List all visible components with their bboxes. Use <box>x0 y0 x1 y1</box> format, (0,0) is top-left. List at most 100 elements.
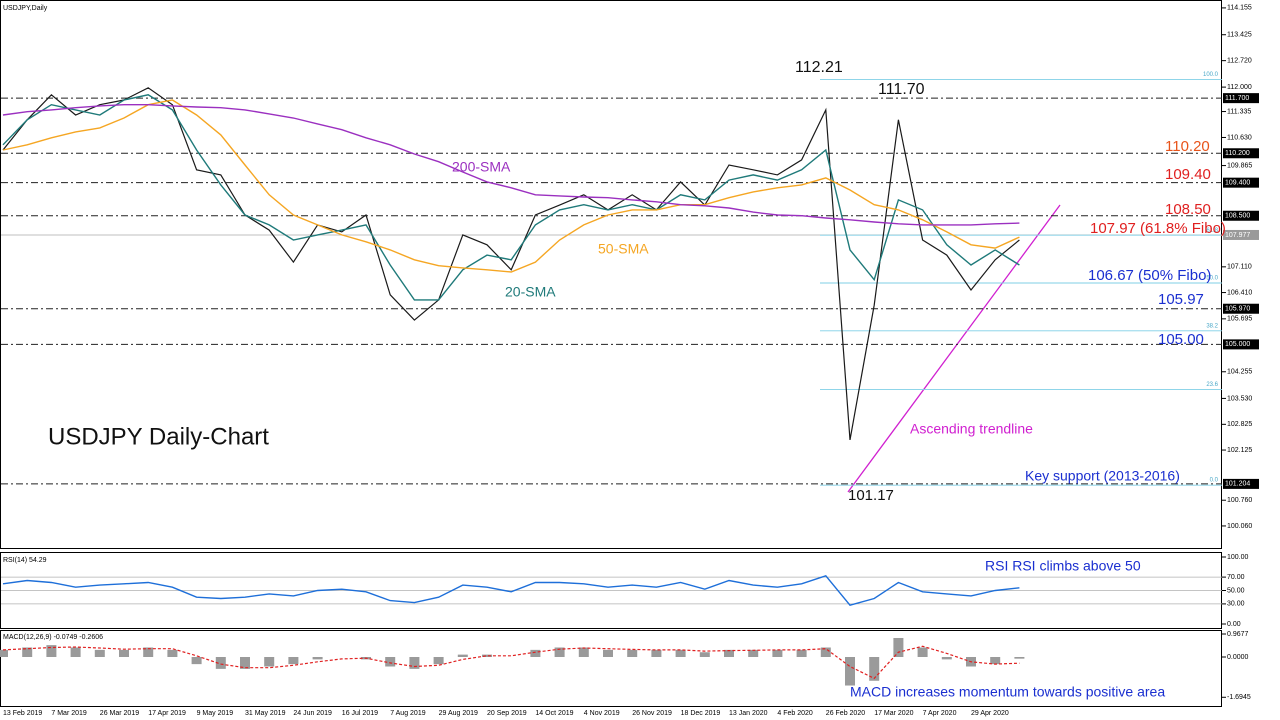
level-box <box>1223 478 1259 489</box>
level-label: 110.200 <box>1225 150 1250 157</box>
y-tick-label: 113.425 <box>1227 32 1252 39</box>
macd-bar <box>893 637 904 658</box>
macd-bar <box>651 649 662 658</box>
level-label: 111.700 <box>1225 95 1249 102</box>
level-box <box>1223 177 1259 188</box>
macd-bar <box>869 657 880 681</box>
level-label: 105.000 <box>1225 341 1250 348</box>
macd-bar <box>46 645 57 658</box>
annotation: 112.21 <box>795 59 843 76</box>
macd-annotation: MACD increases momentum towards positive… <box>850 684 1165 700</box>
level-box <box>1223 339 1259 350</box>
macd-bar <box>385 657 396 667</box>
macd-bar <box>119 649 129 658</box>
y-tick-label: 50.00 <box>1227 587 1245 594</box>
macd-bar <box>627 649 638 658</box>
annotation: 105.00 <box>1158 331 1204 348</box>
y-tick-label: 70.00 <box>1227 574 1245 581</box>
rsi-title: RSI(14) 54.29 <box>3 557 47 564</box>
macd-bar <box>772 649 783 658</box>
fibo-label: 38.2 <box>1206 323 1218 329</box>
y-tick-label: 111.335 <box>1227 108 1251 115</box>
x-tick-label: 17 Apr 2019 <box>148 710 186 717</box>
y-tick-label: -1.6945 <box>1227 694 1251 701</box>
x-tick-label: 13 Feb 2019 <box>3 710 42 717</box>
x-tick-label: 4 Feb 2020 <box>777 710 813 717</box>
x-tick-label: 18 Dec 2019 <box>681 710 721 717</box>
series-label: 200-SMA <box>452 159 511 175</box>
macd-bar <box>264 657 275 667</box>
macd-bar <box>724 649 734 658</box>
fibo-label: 100.0 <box>1203 72 1219 78</box>
y-tick-label: 109.865 <box>1227 162 1252 169</box>
y-tick-label: 110.630 <box>1227 134 1252 141</box>
series-line <box>2 94 1020 301</box>
level-label: 108.500 <box>1225 213 1250 220</box>
y-tick-label: 104.255 <box>1227 369 1252 376</box>
y-tick-label: 100.760 <box>1227 497 1252 504</box>
macd-bar <box>312 657 323 660</box>
x-tick-label: 26 Feb 2020 <box>826 710 865 717</box>
macd-bar <box>845 657 855 686</box>
y-tick-label: 0.00 <box>1227 621 1241 628</box>
x-tick-label: 7 Apr 2020 <box>923 710 957 717</box>
y-tick-label: 107.110 <box>1227 264 1252 271</box>
trendline <box>847 204 1061 493</box>
macd-title: MACD(12,26,9) -0.0749 -0.2606 <box>3 634 103 641</box>
series-line <box>2 574 1020 606</box>
macd-bar <box>70 647 81 658</box>
x-tick-label: 29 Apr 2020 <box>971 710 1009 717</box>
macd-bar <box>433 657 444 665</box>
current-price-label: 107.977 <box>1225 232 1250 239</box>
macd-bar <box>240 657 250 669</box>
macd-bar <box>748 649 759 658</box>
y-tick-label: 112.720 <box>1227 57 1252 64</box>
y-tick-label: 100.060 <box>1227 523 1252 530</box>
annotation: 111.70 <box>878 81 925 98</box>
level-box <box>1223 93 1259 104</box>
macd-bar <box>457 654 468 658</box>
x-tick-label: 20 Sep 2019 <box>487 710 527 717</box>
macd-bar <box>578 647 589 658</box>
annotation: 107.97 (61.8% Fibo) <box>1090 220 1226 237</box>
x-tick-label: 9 May 2019 <box>197 710 234 717</box>
macd-bar <box>167 649 178 658</box>
y-tick-label: 106.410 <box>1227 289 1252 296</box>
x-tick-label: 17 Mar 2020 <box>874 710 913 717</box>
annotation: 106.67 (50% Fibo) <box>1088 267 1211 284</box>
level-box <box>1223 303 1259 314</box>
annotation: 101.17 <box>848 487 894 504</box>
level-label: 101.204 <box>1225 481 1250 488</box>
macd-bar <box>917 647 928 658</box>
macd-bar <box>0 649 8 658</box>
series-line <box>2 104 1020 226</box>
level-label: 105.970 <box>1225 306 1250 313</box>
macd-bar <box>554 647 565 658</box>
x-tick-label: 31 May 2019 <box>245 710 286 717</box>
macd-bar <box>530 649 541 658</box>
macd-bar <box>941 657 952 660</box>
macd-bar <box>990 657 1001 665</box>
annotation: 108.50 <box>1165 201 1211 218</box>
chart-title: USDJPY Daily-Chart <box>48 423 269 450</box>
x-tick-label: 16 Jul 2019 <box>342 710 378 717</box>
macd-bar <box>1014 657 1025 659</box>
price-panel <box>0 0 1222 549</box>
annotation: 109.40 <box>1165 166 1211 183</box>
macd-bar <box>22 647 33 658</box>
y-tick-label: 0.9677 <box>1227 631 1249 638</box>
macd-bar <box>215 657 226 669</box>
annotation: Key support (2013-2016) <box>1025 468 1180 484</box>
macd-bar <box>143 647 154 658</box>
series-label: 50-SMA <box>598 241 649 257</box>
series-label: 20-SMA <box>505 284 556 300</box>
y-tick-label: 102.825 <box>1227 421 1252 428</box>
macd-bar <box>699 652 710 658</box>
annotation: Ascending trendline <box>910 421 1033 437</box>
level-box <box>1223 148 1259 159</box>
macd-bar <box>820 647 831 658</box>
level-box <box>1223 210 1259 221</box>
y-tick-label: 102.125 <box>1227 447 1252 454</box>
